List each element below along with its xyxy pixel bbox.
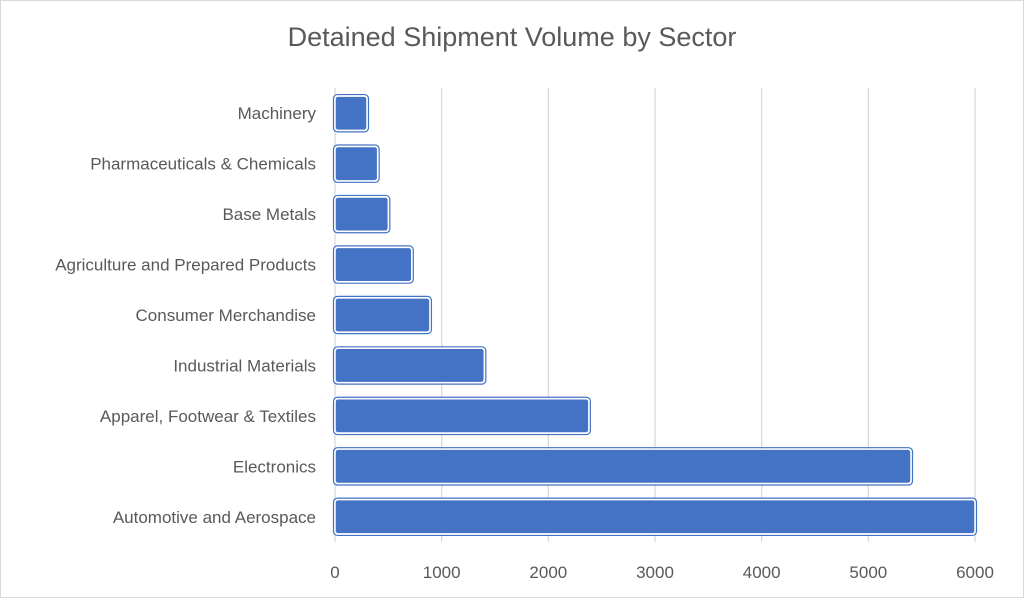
bar-outline	[332, 346, 487, 385]
bar-outline	[332, 497, 978, 537]
category-label: Electronics	[233, 457, 316, 476]
x-tick-label: 6000	[956, 563, 994, 582]
bar	[334, 347, 486, 384]
bar	[334, 498, 976, 535]
category-label: Apparel, Footwear & Textiles	[100, 407, 316, 426]
category-label: Consumer Merchandise	[136, 306, 316, 325]
x-tick-label: 4000	[743, 563, 781, 582]
x-tick-label: 0	[330, 563, 339, 582]
bar	[334, 145, 379, 182]
bar-outline	[332, 245, 414, 284]
category-label: Agriculture and Prepared Products	[55, 256, 316, 275]
bar-outline	[332, 396, 591, 436]
bar	[334, 448, 912, 485]
bar-outline	[332, 144, 380, 183]
bar	[334, 246, 413, 283]
bar-outline	[332, 93, 370, 133]
bar	[334, 297, 431, 333]
category-label: Automotive and Aerospace	[113, 508, 316, 527]
bar-outline	[332, 194, 391, 234]
bar-outline	[332, 295, 433, 335]
bar	[334, 196, 390, 233]
category-label: Pharmaceuticals & Chemicals	[90, 155, 316, 174]
x-tick-label: 5000	[849, 563, 887, 582]
bar	[334, 95, 368, 132]
bar-outline	[332, 447, 914, 486]
category-label: Industrial Materials	[173, 356, 316, 375]
bar	[334, 397, 590, 434]
category-label: Machinery	[238, 104, 317, 123]
x-tick-label: 2000	[529, 563, 567, 582]
x-tick-label: 1000	[423, 563, 461, 582]
category-label: Base Metals	[222, 205, 316, 224]
x-tick-label: 3000	[636, 563, 674, 582]
chart-title: Detained Shipment Volume by Sector	[287, 22, 737, 52]
